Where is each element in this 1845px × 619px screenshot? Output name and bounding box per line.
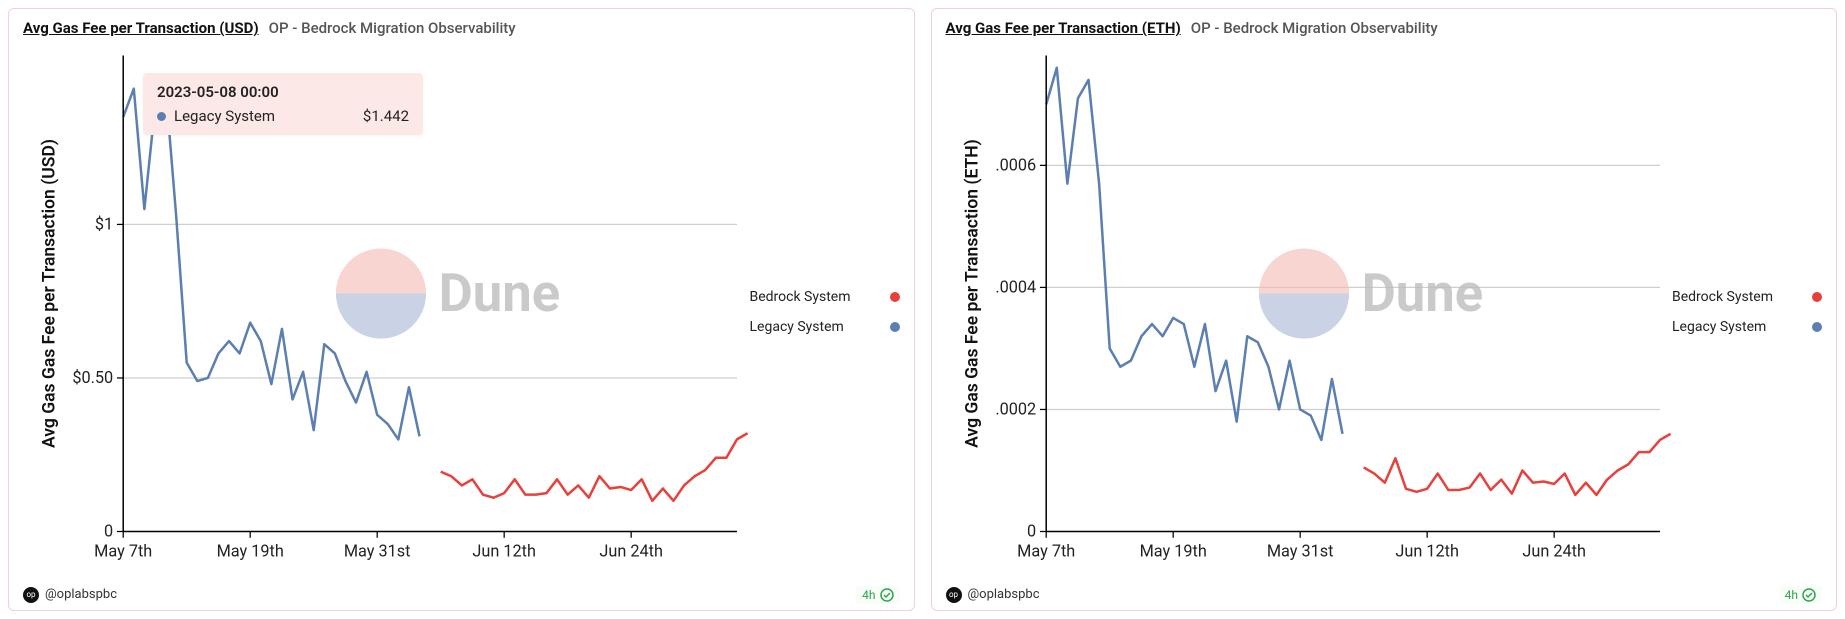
legend-label: Bedrock System bbox=[750, 289, 851, 305]
svg-text:Dune: Dune bbox=[1361, 262, 1483, 324]
panel-subtitle: OP - Bedrock Migration Observability bbox=[269, 19, 516, 37]
panel-title[interactable]: Avg Gas Fee per Transaction (USD) bbox=[23, 19, 259, 37]
svg-text:0: 0 bbox=[104, 522, 113, 541]
svg-text:May 31st: May 31st bbox=[1266, 542, 1333, 561]
chart-panel-eth: Avg Gas Fee per Transaction (ETH) OP - B… bbox=[931, 8, 1838, 611]
refresh-text: 4h bbox=[862, 588, 875, 602]
author-handle: @oplabspbc bbox=[45, 587, 117, 602]
panel-footer: op @oplabspbc 4h bbox=[946, 586, 1823, 604]
svg-text:0: 0 bbox=[1027, 522, 1036, 541]
svg-text:$1: $1 bbox=[95, 214, 113, 233]
svg-text:Jun 24th: Jun 24th bbox=[1522, 542, 1586, 561]
legend-label: Bedrock System bbox=[1672, 289, 1773, 305]
svg-text:.0002: .0002 bbox=[995, 399, 1036, 418]
svg-text:Jun 24th: Jun 24th bbox=[599, 542, 663, 561]
panel-body: Dune 0 .0002 .0004 .0006 May 7th May 19th May 3… bbox=[946, 43, 1823, 582]
tooltip-date: 2023-05-08 00:00 bbox=[157, 83, 409, 101]
check-circle-icon bbox=[880, 588, 894, 602]
check-circle-icon bbox=[1802, 588, 1816, 602]
tooltip-row: Legacy System $1.442 bbox=[157, 107, 409, 125]
svg-text:Jun 12th: Jun 12th bbox=[472, 542, 536, 561]
svg-text:$0.50: $0.50 bbox=[72, 368, 113, 387]
author-link[interactable]: op @oplabspbc bbox=[946, 587, 1040, 603]
tooltip-series-label: Legacy System bbox=[174, 107, 275, 125]
legend-label: Legacy System bbox=[1672, 319, 1766, 335]
svg-text:May 31st: May 31st bbox=[344, 542, 411, 561]
chart-tooltip: 2023-05-08 00:00 Legacy System $1.442 bbox=[143, 73, 423, 135]
svg-text:Dune: Dune bbox=[439, 262, 561, 324]
refresh-text: 4h bbox=[1785, 588, 1798, 602]
avatar-icon: op bbox=[946, 587, 962, 603]
legend-dot-legacy bbox=[1812, 322, 1822, 332]
svg-text:Jun 12th: Jun 12th bbox=[1395, 542, 1459, 561]
svg-text:May 7th: May 7th bbox=[94, 542, 152, 561]
author-handle: @oplabspbc bbox=[968, 587, 1040, 602]
avatar-icon: op bbox=[23, 587, 39, 603]
legend: Bedrock System Legacy System bbox=[1672, 43, 1822, 582]
legend-item-legacy[interactable]: Legacy System bbox=[1672, 319, 1822, 335]
panel-header: Avg Gas Fee per Transaction (USD) OP - B… bbox=[23, 19, 900, 37]
tooltip-dot bbox=[157, 112, 166, 121]
panel-subtitle: OP - Bedrock Migration Observability bbox=[1191, 19, 1438, 37]
svg-text:.0006: .0006 bbox=[995, 155, 1036, 174]
panel-footer: op @oplabspbc 4h bbox=[23, 586, 900, 604]
legend-item-bedrock[interactable]: Bedrock System bbox=[750, 289, 900, 305]
svg-text:May 7th: May 7th bbox=[1017, 542, 1075, 561]
author-link[interactable]: op @oplabspbc bbox=[23, 587, 117, 603]
svg-text:May 19th: May 19th bbox=[1139, 542, 1206, 561]
chart-panel-usd: Avg Gas Fee per Transaction (USD) OP - B… bbox=[8, 8, 915, 611]
legend-item-bedrock[interactable]: Bedrock System bbox=[1672, 289, 1822, 305]
panel-title[interactable]: Avg Gas Fee per Transaction (ETH) bbox=[946, 19, 1181, 37]
svg-text:Avg Gas Gas Fee per Transactio: Avg Gas Gas Fee per Transaction (ETH) bbox=[962, 139, 982, 448]
svg-text:Avg Gas Gas Fee per Transactio: Avg Gas Gas Fee per Transaction (USD) bbox=[39, 139, 59, 448]
legend-dot-bedrock bbox=[1812, 292, 1822, 302]
tooltip-value: $1.442 bbox=[363, 107, 409, 125]
chart-svg-eth[interactable]: Dune 0 .0002 .0004 .0006 May 7th May 19th May 3… bbox=[946, 43, 1673, 582]
legend-item-legacy[interactable]: Legacy System bbox=[750, 319, 900, 335]
legend: Bedrock System Legacy System bbox=[750, 43, 900, 582]
legend-dot-legacy bbox=[890, 322, 900, 332]
tooltip-series: Legacy System bbox=[157, 107, 275, 125]
refresh-badge[interactable]: 4h bbox=[1779, 586, 1822, 604]
panel-header: Avg Gas Fee per Transaction (ETH) OP - B… bbox=[946, 19, 1823, 37]
legend-label: Legacy System bbox=[750, 319, 844, 335]
svg-text:.0004: .0004 bbox=[995, 277, 1036, 296]
refresh-badge[interactable]: 4h bbox=[856, 586, 899, 604]
legend-dot-bedrock bbox=[890, 292, 900, 302]
panel-body: Dune 0 $0.50 $1 May 7th May 19th May 31st Jun 1… bbox=[23, 43, 900, 582]
svg-text:May 19th: May 19th bbox=[217, 542, 284, 561]
